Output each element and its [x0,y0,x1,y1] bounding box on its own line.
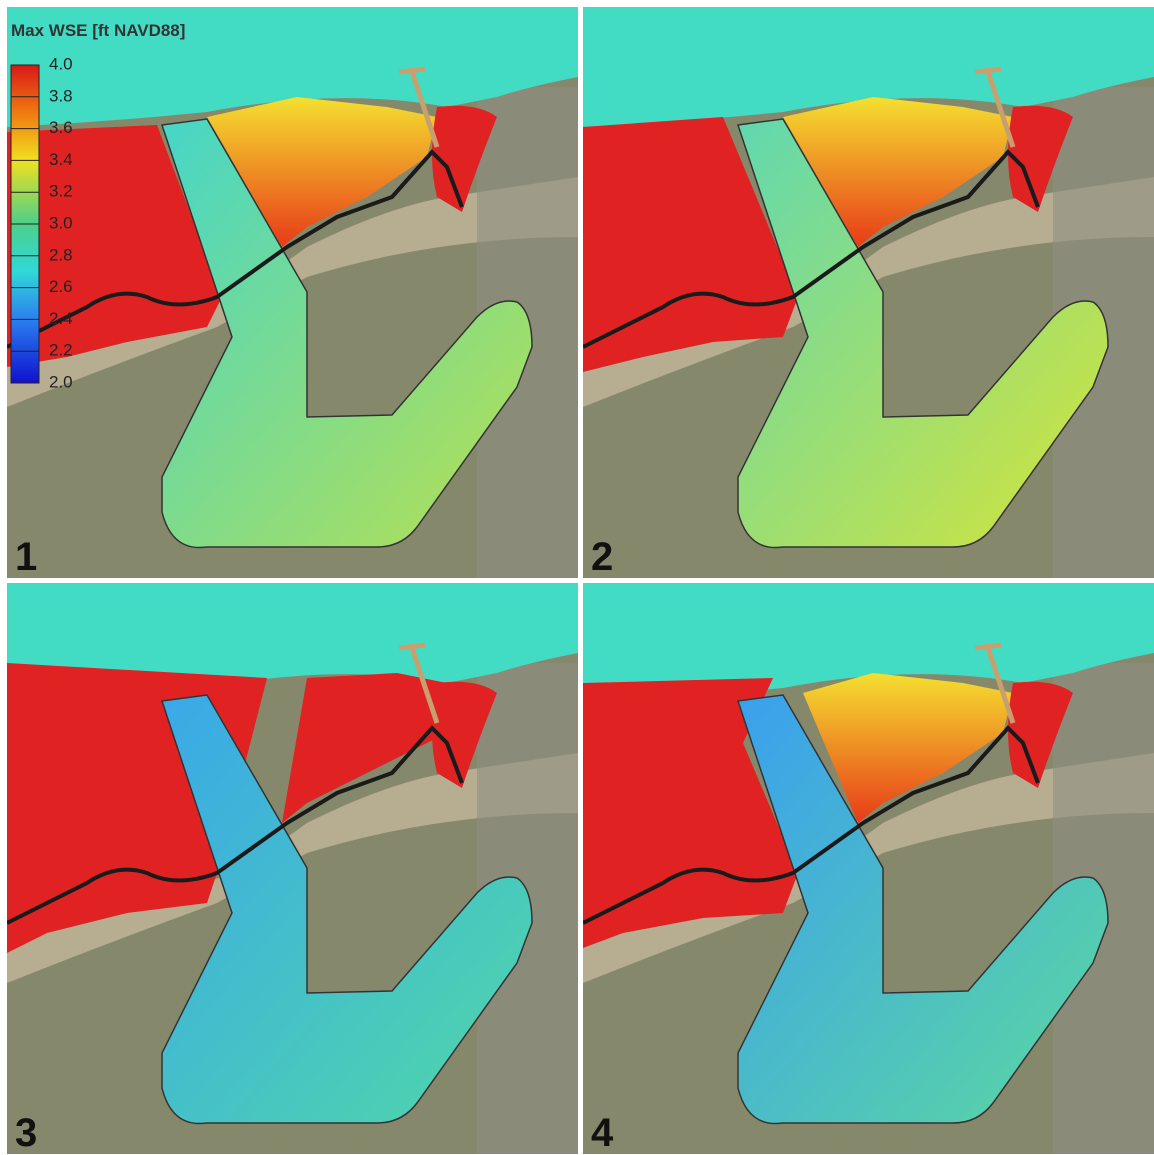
pier-head [975,645,1001,648]
panel-label: 2 [591,535,613,579]
colorbar-tick-label: 2.6 [49,277,73,296]
colorbar-tick-label: 2.4 [49,309,73,328]
map-panel: 3 [7,583,578,1155]
pier-head [399,69,425,72]
panel-content [7,583,578,1154]
map-panel: 4 [583,583,1154,1155]
colorbar-tick-label: 3.6 [49,118,73,137]
colorbar-tick-label: 3.0 [49,213,73,232]
panel-content [583,7,1154,578]
map-panel: 2 [583,7,1154,579]
panel-content [7,7,578,578]
panel-label: 4 [591,1111,614,1155]
colorbar-tick-label: 3.2 [49,182,73,201]
colorbar-tick-label: 3.8 [49,86,73,105]
colorbar-tick-label: 2.2 [49,341,73,360]
panel-label: 1 [15,535,37,579]
pier-head [975,69,1001,72]
colorbar-tick-label: 3.4 [49,150,73,169]
panel-content [583,583,1154,1154]
colorbar-tick-label: 2.8 [49,245,73,264]
colorbar-tick-label: 2.0 [49,372,73,391]
colorbar-tick-label: 4.0 [49,54,73,73]
pier-head [399,645,425,648]
figure: 1 2 3 4 Max WSE [ft NAVD88] 4.0 3.8 3.6 3.4 3.2 3.… [0,0,1154,1155]
panel-label: 3 [15,1111,37,1155]
legend-title: Max WSE [ft NAVD88] [11,21,185,40]
map-panel: 1 [7,7,578,579]
